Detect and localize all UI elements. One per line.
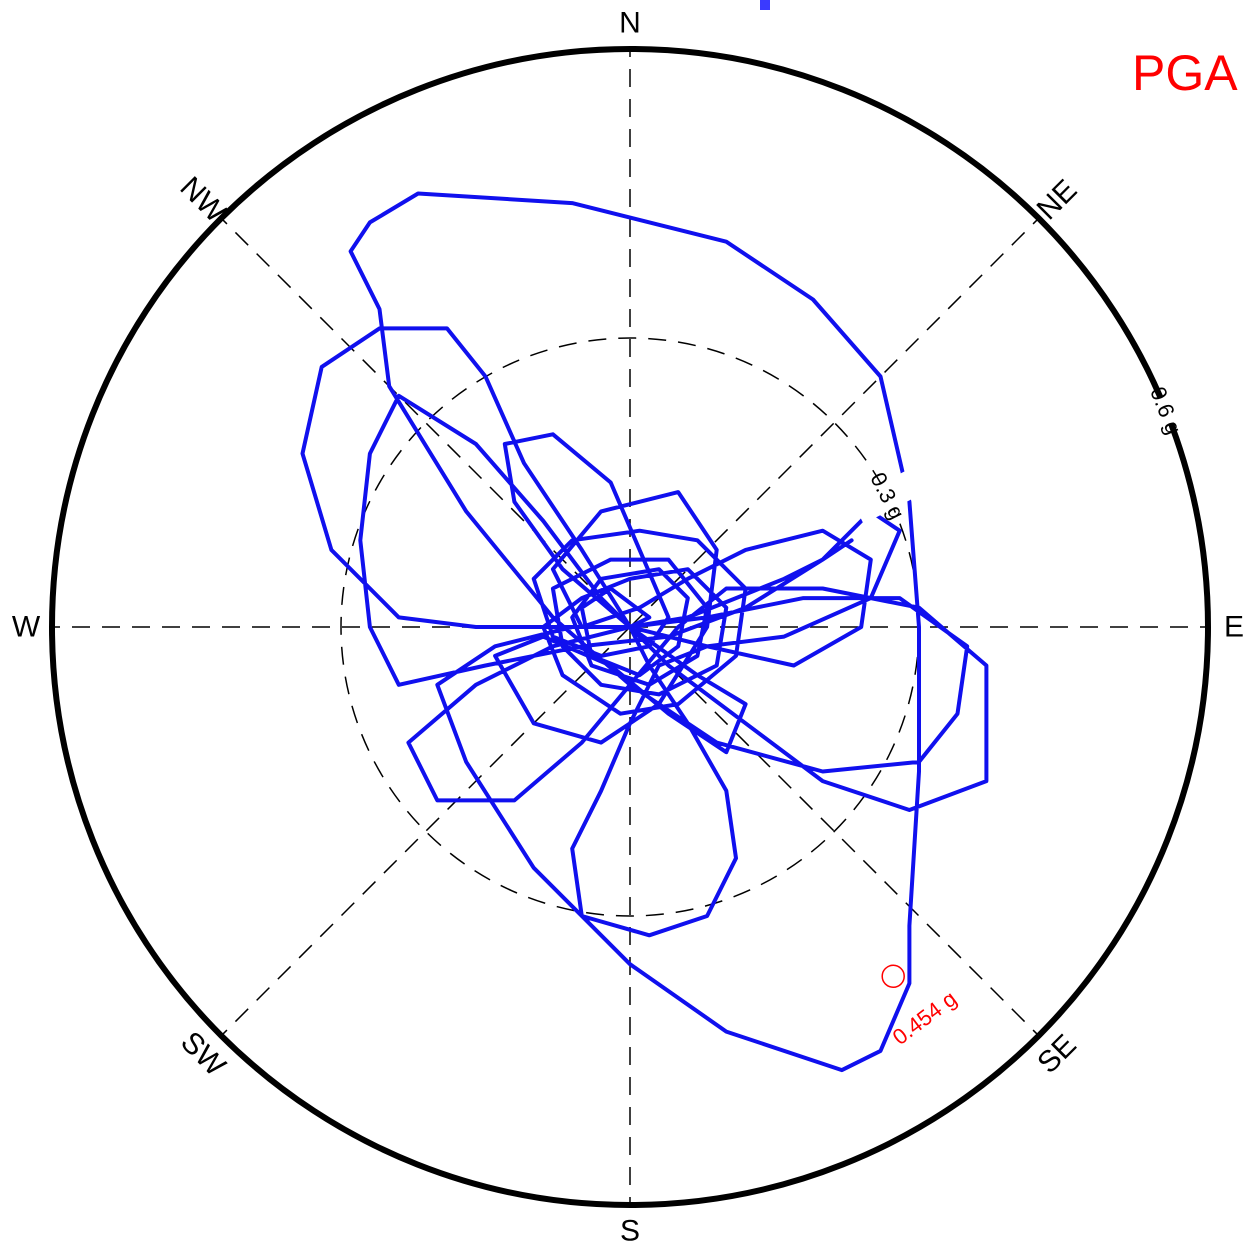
- ring-label-bg-0-3-g: [850, 467, 925, 524]
- direction-label-e: E: [1224, 611, 1244, 644]
- orbit-trace: [300, 191, 989, 1073]
- peak-marker: [881, 964, 905, 989]
- title-fragment-mark: [760, 0, 770, 10]
- ring-label-bg-0-6-g: [1129, 384, 1203, 437]
- orbit-layer: [300, 191, 989, 1073]
- direction-label-w: W: [12, 611, 41, 644]
- pga-title-fragment: PGA: [1132, 45, 1238, 101]
- ring-0-6-g: [49, 46, 1211, 1208]
- grid-line-nw: [220, 217, 631, 628]
- peak-label: 0.454 g: [888, 986, 962, 1050]
- grid-line-ne: [629, 217, 1040, 628]
- cut-off-title: PGA: [760, 0, 1238, 101]
- grid-line-se: [629, 626, 1040, 1037]
- grid-line-sw: [220, 626, 631, 1037]
- direction-label-n: N: [619, 7, 641, 40]
- direction-label-s: S: [620, 1215, 640, 1248]
